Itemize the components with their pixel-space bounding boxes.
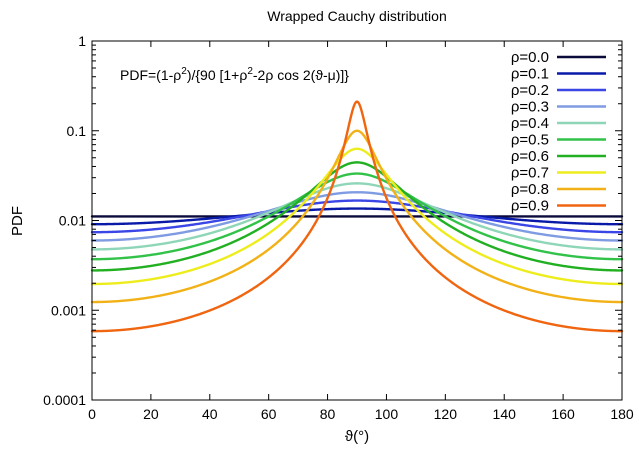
formula-sup-2: 2 bbox=[247, 66, 253, 77]
x-tick-label: 180 bbox=[610, 406, 634, 422]
series-line-9 bbox=[90, 100, 624, 333]
curves-group bbox=[90, 100, 624, 333]
legend-label-1: ρ=0.1 bbox=[511, 66, 549, 83]
y-tick-label: 0.01 bbox=[59, 213, 86, 229]
chart-title: Wrapped Cauchy distribution bbox=[267, 8, 447, 24]
legend-label-2: ρ=0.2 bbox=[511, 82, 549, 99]
legend-label-7: ρ=0.7 bbox=[511, 165, 549, 182]
series-line-7 bbox=[90, 147, 624, 286]
legend-label-9: ρ=0.9 bbox=[511, 198, 549, 215]
legend-label-5: ρ=0.5 bbox=[511, 132, 549, 149]
formula-part-3: -2ρ cos 2(ϑ-μ)]} bbox=[253, 67, 349, 83]
formula-part-2: )/{90 [1+ρ bbox=[187, 67, 248, 83]
x-tick-label: 80 bbox=[320, 406, 336, 422]
series-line-4 bbox=[90, 182, 624, 251]
x-axis: 0 20 40 60 80 100 120 140 160 180 bbox=[88, 41, 634, 422]
formula-part-1: PDF=(1-ρ bbox=[120, 67, 181, 83]
legend-label-8: ρ=0.8 bbox=[511, 181, 549, 198]
series-line-3 bbox=[90, 191, 624, 242]
y-tick-label: 0.001 bbox=[51, 302, 86, 318]
formula-annotation: PDF=(1-ρ2)/{90 [1+ρ2-2ρ cos 2(ϑ-μ)]} bbox=[120, 66, 349, 83]
x-tick-label: 120 bbox=[434, 406, 458, 422]
series-line-1 bbox=[90, 207, 624, 226]
series-line-2 bbox=[90, 199, 624, 234]
y-axis-label: PDF bbox=[9, 206, 26, 236]
formula-sup-1: 2 bbox=[181, 66, 187, 77]
x-tick-label: 20 bbox=[143, 406, 159, 422]
x-tick-label: 160 bbox=[551, 406, 575, 422]
x-tick-label: 140 bbox=[493, 406, 517, 422]
x-tick-label: 100 bbox=[375, 406, 399, 422]
legend-label-6: ρ=0.6 bbox=[511, 148, 549, 165]
y-tick-label: 1 bbox=[78, 33, 86, 49]
legend-label-0: ρ=0.0 bbox=[511, 49, 549, 66]
x-tick-label: 40 bbox=[202, 406, 218, 422]
y-axis: 0.0001 0.001 0.01 0.1 1 bbox=[43, 33, 622, 408]
x-axis-label: ϑ(°) bbox=[345, 428, 369, 445]
series-line-5 bbox=[90, 172, 624, 261]
series-line-6 bbox=[90, 161, 624, 272]
series-line-8 bbox=[90, 129, 624, 304]
legend-label-4: ρ=0.4 bbox=[511, 115, 549, 132]
y-tick-label: 0.0001 bbox=[43, 392, 86, 408]
x-tick-label: 60 bbox=[261, 406, 277, 422]
legend: ρ=0.0ρ=0.1ρ=0.2ρ=0.3ρ=0.4ρ=0.5ρ=0.6ρ=0.7… bbox=[511, 49, 606, 215]
legend-label-3: ρ=0.3 bbox=[511, 99, 549, 116]
x-tick-label: 0 bbox=[88, 406, 96, 422]
y-tick-label: 0.1 bbox=[67, 123, 87, 139]
